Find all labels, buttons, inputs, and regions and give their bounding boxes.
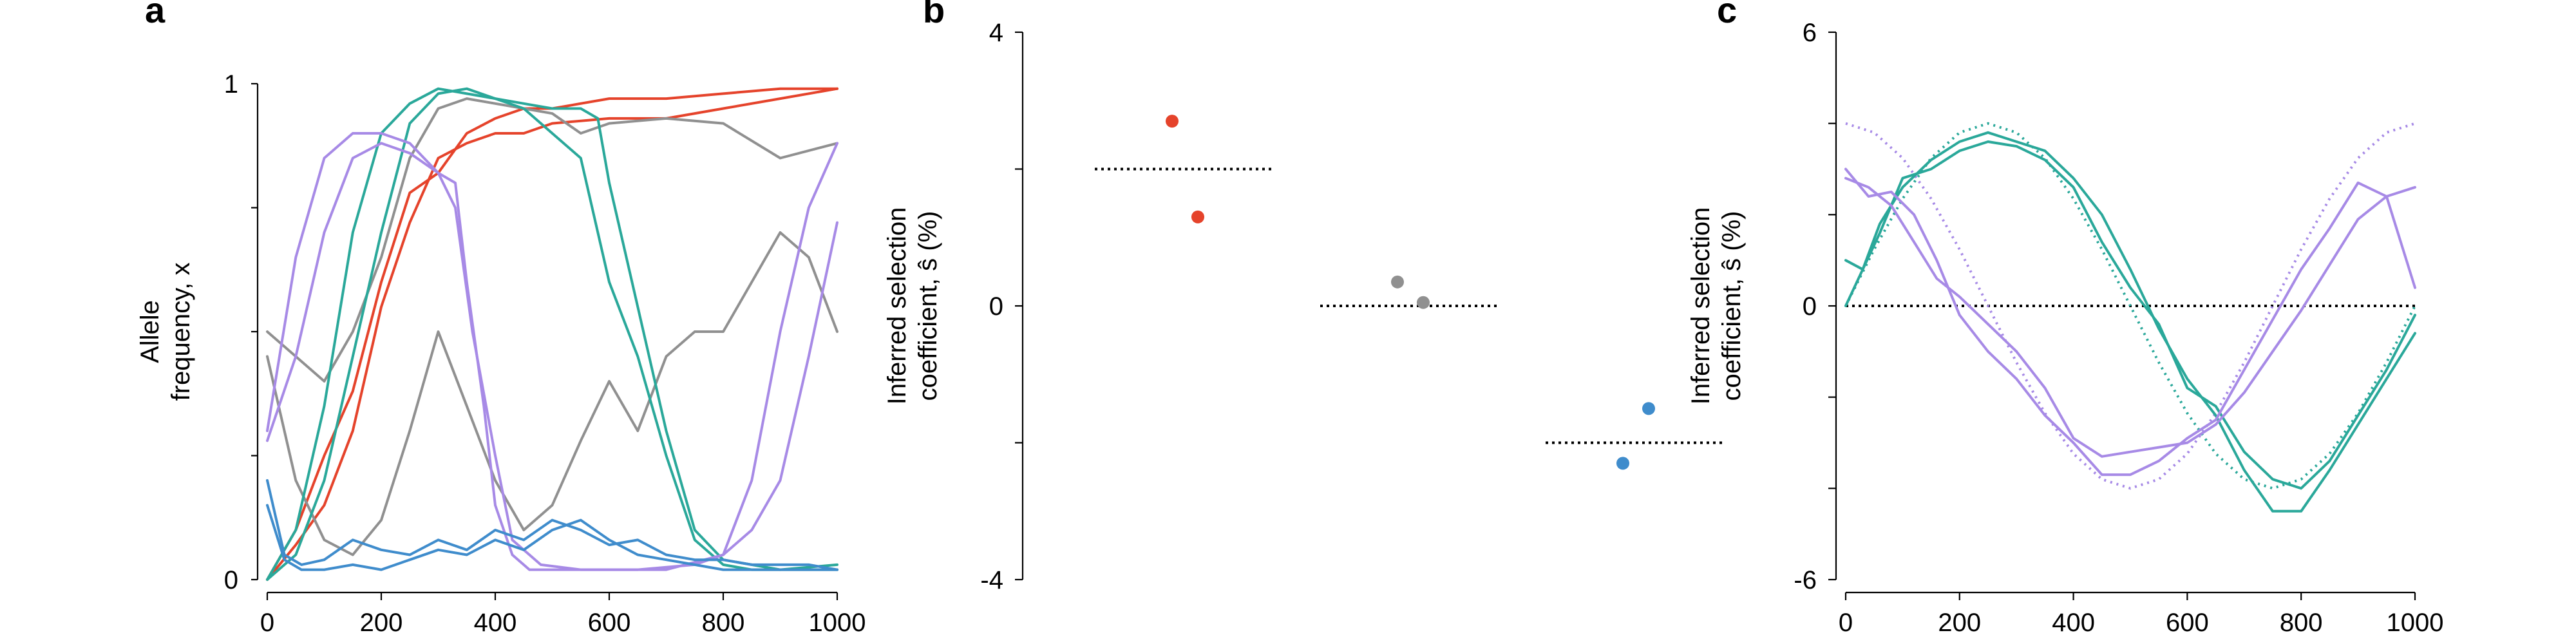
panel-a-series-line-blue [266, 504, 838, 571]
panel-b-chart: b -4 0 4 Inferred selection coefficient, ŝ (… [883, 0, 1726, 594]
panel-a-y-tick-label: 1 [224, 70, 238, 99]
panel-a-x-tick-label: 600 [588, 609, 631, 637]
panel-c-y-tick-label: 0 [1803, 292, 1817, 321]
panel-c-x-tick-label: 600 [2166, 609, 2209, 637]
panel-c-x-tick-label: 1000 [2387, 609, 2444, 637]
panel-a-series-line-teal [266, 87, 838, 581]
panel-a-x-tick-label: 0 [260, 609, 274, 637]
panel-a-y-axis-title: Allele frequency, x [136, 263, 195, 401]
panel-b-point-blue [1642, 402, 1655, 415]
panel-a-y-tick-label: 0 [224, 566, 238, 594]
panel-a-x-tick-label: 1000 [809, 609, 866, 637]
panel-c-y-tick-label: 6 [1803, 19, 1817, 47]
panel-a-series-line-red [266, 87, 838, 581]
panel-a-x-tick-label: 800 [702, 609, 745, 637]
panel-b-point-red [1191, 210, 1204, 223]
panel-b-point-gray [1417, 296, 1430, 309]
panel-c-y-axis-title: Inferred selection coefficient, ŝ (%) [1687, 207, 1746, 405]
panel-c-series-line-purple [1844, 167, 2416, 477]
panel-c-series-line-teal [1844, 140, 2416, 490]
panel-c-series-line-purple [1844, 176, 2416, 458]
panel-a-label: a [145, 0, 166, 30]
panel-b-y-tick-label: -4 [980, 566, 1003, 594]
panel-c-series-line-teal [1844, 131, 2416, 513]
panel-b-y-tick-label: 4 [989, 19, 1003, 47]
panel-a-series-line-purple [266, 132, 838, 571]
panel-a-series-line-purple [266, 142, 838, 571]
panel-b-y-tick-label: 0 [989, 292, 1003, 321]
panel-c-chart: c -6 0 6 0 200 400 600 800 1000 Inferred selectio… [1687, 0, 2443, 637]
panel-b-point-gray [1391, 275, 1404, 289]
panel-a-chart: a 0 1 0 200 400 600 800 1000 Allele frequency, x [136, 0, 866, 637]
panel-b-label: b [923, 0, 945, 30]
panel-c-x-tick-label: 200 [1938, 609, 1981, 637]
panel-b-point-red [1166, 115, 1179, 128]
panel-c-y-tick-label: -6 [1794, 566, 1817, 594]
panel-a-series-line-blue [266, 479, 838, 571]
panel-c-label: c [1717, 0, 1737, 30]
panel-c-x-tick-label: 0 [1839, 609, 1853, 637]
panel-a-x-tick-label: 200 [360, 609, 403, 637]
panel-b-point-blue [1616, 457, 1629, 470]
panel-c-true-curve-purple [1845, 122, 2416, 490]
panel-c-x-tick-label: 800 [2280, 609, 2323, 637]
panel-a-x-tick-label: 400 [474, 609, 517, 637]
panel-c-x-tick-label: 400 [2052, 609, 2095, 637]
panel-a-series-line-gray [266, 97, 838, 383]
panel-c-true-curve-teal [1844, 122, 2416, 490]
panel-b-y-axis-title: Inferred selection coefficient, ŝ (%) [883, 207, 942, 405]
